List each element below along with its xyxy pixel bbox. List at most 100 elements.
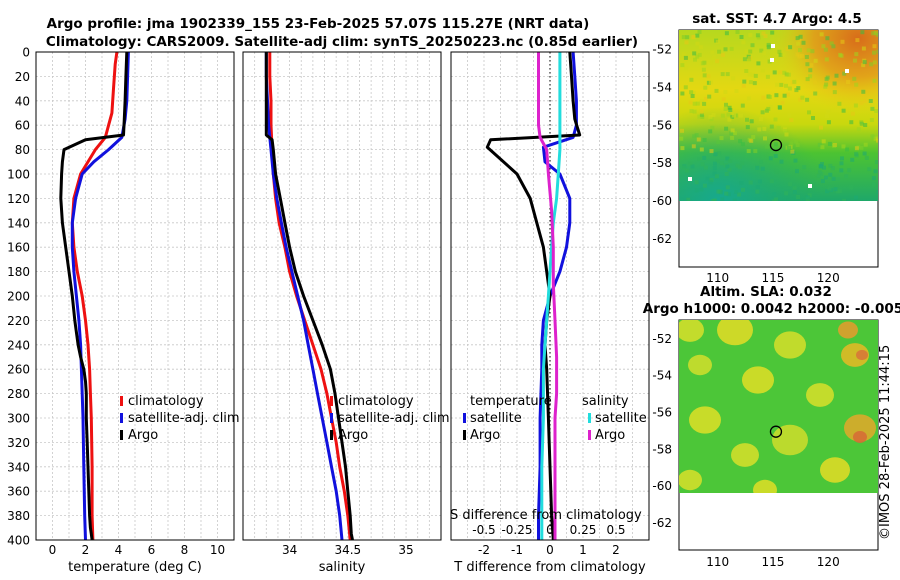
temperature-grid bbox=[35, 51, 235, 541]
sla-anomaly-blob bbox=[679, 469, 702, 491]
sst-texture-cell bbox=[759, 48, 764, 53]
sst-texture-cell bbox=[699, 109, 704, 114]
sst-texture-cell bbox=[742, 57, 747, 62]
depth-tick-labels: 0 20 40 60 80 100 120 140 160 180 200 220 240 260 280 3… bbox=[7, 46, 30, 548]
legend-swatch-t-satellite bbox=[463, 413, 466, 423]
salinity-grid bbox=[242, 51, 442, 541]
sst-texture-cell bbox=[832, 81, 837, 86]
sst-texture-cell bbox=[763, 34, 768, 38]
sst-texture-cell bbox=[709, 149, 714, 154]
sst-texture-cell bbox=[835, 189, 840, 194]
sst-texture-cell bbox=[832, 143, 837, 148]
legend-swatch-s-satellite bbox=[588, 413, 591, 423]
x-tick-label: 10 bbox=[210, 543, 225, 557]
sst-texture-cell bbox=[868, 99, 873, 103]
sst-texture-cell bbox=[723, 89, 728, 94]
lat-tick-label: -60 bbox=[652, 194, 672, 208]
depth-tick-label: 220 bbox=[7, 314, 30, 328]
sst-texture-cell bbox=[853, 103, 858, 108]
depth-tick-label: 80 bbox=[15, 143, 30, 157]
depth-tick-label: 340 bbox=[7, 460, 30, 474]
sst-texture-cell bbox=[697, 52, 702, 57]
sla-anomaly-blob bbox=[844, 414, 876, 442]
sst-texture-cell bbox=[723, 107, 728, 111]
sst-texture-cell bbox=[785, 46, 790, 51]
sst-texture-cell bbox=[707, 94, 712, 99]
sst-texture-cell bbox=[870, 106, 875, 111]
sst-texture-cell bbox=[755, 33, 760, 38]
legend-climatology: climatology bbox=[338, 394, 414, 409]
sst-texture-cell bbox=[847, 168, 852, 173]
sst-texture-cell bbox=[708, 114, 713, 119]
x-tick-label: 34 bbox=[282, 543, 297, 557]
sst-texture-cell bbox=[852, 76, 857, 81]
sst-texture-cell bbox=[728, 108, 733, 112]
sst-texture-cell bbox=[732, 113, 736, 118]
series-line-t-argo bbox=[485, 51, 582, 541]
sst-texture-cell bbox=[723, 47, 728, 52]
sst-texture-cell bbox=[829, 41, 834, 46]
sst-texture-cell bbox=[820, 179, 825, 184]
sst-texture-cell bbox=[855, 38, 860, 43]
sst-texture-cell bbox=[769, 124, 774, 129]
sst-texture-cell bbox=[828, 172, 833, 177]
sst-texture-cell bbox=[786, 72, 791, 77]
sst-texture-cell bbox=[874, 109, 878, 113]
sst-texture-cell bbox=[766, 94, 771, 99]
sst-texture-cell bbox=[745, 117, 749, 122]
sst-texture-cell bbox=[765, 144, 770, 149]
sst-missing-pixel bbox=[688, 177, 692, 181]
sst-missing-pixel bbox=[771, 44, 775, 48]
sst-texture-cell bbox=[755, 165, 760, 170]
sst-texture-cell bbox=[695, 33, 700, 38]
sst-texture-cell bbox=[869, 62, 874, 67]
salinity-panel: 34 34.5 35 salinity climatology satellite-… bbox=[242, 51, 450, 575]
legend-argo: Argo bbox=[338, 428, 368, 443]
sst-texture-cell bbox=[824, 175, 828, 180]
sst-texture-cell bbox=[799, 53, 804, 58]
sst-texture-cell bbox=[682, 165, 686, 170]
sst-texture-cell bbox=[726, 112, 731, 117]
sla-anomaly-blob bbox=[753, 479, 777, 493]
sst-texture-cell bbox=[744, 69, 749, 73]
sla-anomaly-blob bbox=[838, 321, 858, 339]
argo-position-marker bbox=[769, 138, 783, 152]
sst-map-title: sat. SST: 4.7 Argo: 4.5 bbox=[692, 11, 862, 27]
sst-texture-cell bbox=[739, 35, 744, 39]
sst-texture-cell bbox=[784, 191, 789, 196]
sst-texture-cell bbox=[795, 143, 800, 147]
difference-tick-labels: -2 -1 0 1 2 bbox=[478, 543, 620, 557]
sst-texture-cell bbox=[842, 71, 847, 76]
sst-texture-cell bbox=[712, 166, 717, 171]
sst-texture-cell bbox=[761, 95, 766, 100]
lat-tick-label: -56 bbox=[652, 118, 672, 132]
sla-anomaly-blob bbox=[731, 443, 759, 467]
sst-texture-cell bbox=[844, 174, 849, 179]
sst-texture-cell bbox=[836, 177, 840, 181]
sst-texture-cell bbox=[827, 141, 832, 146]
sst-texture-cell bbox=[817, 169, 822, 174]
legend-swatch-satellite bbox=[120, 413, 123, 423]
legend-swatch-satellite bbox=[330, 413, 333, 423]
sst-texture-cell bbox=[773, 154, 778, 158]
sst-texture-cell bbox=[839, 53, 844, 58]
sst-texture-cell bbox=[732, 198, 737, 201]
sst-texture-cell bbox=[740, 142, 745, 147]
depth-tick-label: 400 bbox=[7, 534, 30, 548]
sst-texture-cell bbox=[749, 119, 754, 124]
sst-texture-cell bbox=[688, 161, 693, 166]
sst-texture-cell bbox=[748, 180, 753, 185]
depth-tick-label: 180 bbox=[7, 265, 30, 279]
sst-texture-cell bbox=[839, 168, 844, 173]
sst-texture-cell bbox=[839, 161, 844, 166]
sst-texture-cell bbox=[681, 35, 686, 40]
sst-texture-cell bbox=[755, 184, 760, 189]
sst-texture-cell bbox=[805, 97, 810, 102]
sst-texture-cell bbox=[864, 155, 869, 160]
sst-texture-cell bbox=[805, 77, 810, 82]
sst-texture-cell bbox=[862, 60, 867, 65]
sst-texture-cell bbox=[748, 33, 753, 38]
sst-texture-cell bbox=[700, 162, 705, 167]
s-diff-tick-label: 0 bbox=[546, 523, 554, 537]
sst-texture-cell bbox=[774, 197, 779, 201]
